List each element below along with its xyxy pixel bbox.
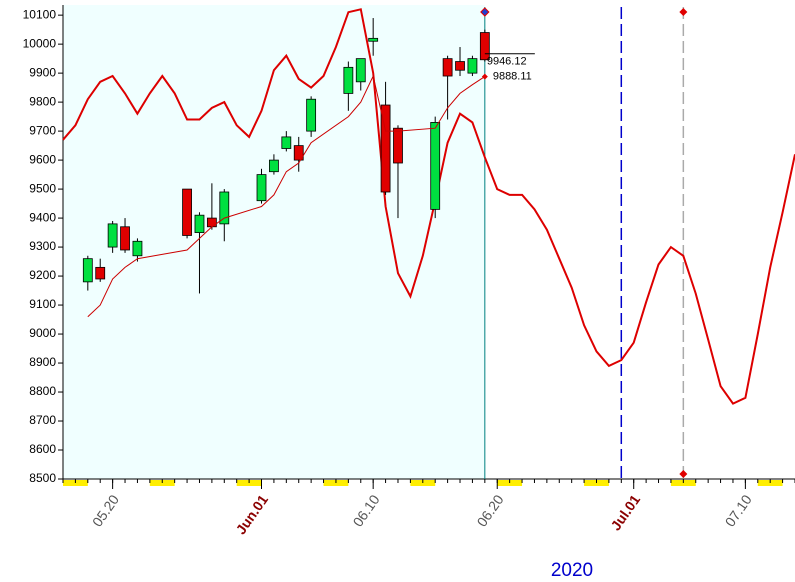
ma-label: 9888.11 (493, 70, 532, 82)
candle-body (455, 61, 465, 71)
y-tick-label: 9000 (29, 326, 56, 340)
y-tick-label: 8800 (29, 384, 56, 398)
y-tick-label: 10000 (23, 36, 57, 50)
cycle-line (62, 8, 795, 405)
candle-body (182, 188, 192, 236)
y-tick-label: 9600 (29, 152, 56, 166)
candle-body (219, 191, 230, 225)
marker-diamond (679, 470, 688, 478)
y-tick-label: 8700 (29, 413, 56, 427)
y-tick-label: 8900 (29, 355, 56, 369)
y-tick-label: 8600 (29, 442, 56, 456)
y-tick-label: 9900 (29, 65, 56, 79)
candle-body (107, 223, 118, 248)
candle-body (306, 98, 317, 132)
close-label: 9946.12 (487, 56, 527, 68)
candle-body (269, 159, 279, 173)
ma-line (87, 74, 486, 318)
candle-body (82, 258, 93, 283)
x-tick-label: 06.10 (349, 492, 382, 530)
y-tick-label: 9400 (29, 210, 56, 224)
x-tick-label: 07.10 (722, 492, 755, 530)
candle-body (467, 58, 478, 74)
ma-end-marker (481, 73, 488, 80)
y-tick-label: 9800 (29, 94, 56, 108)
marker-diamond (679, 8, 688, 16)
x-tick-label: Jul.01 (607, 492, 643, 534)
candle-body (206, 217, 217, 228)
y-tick-label: 9500 (29, 181, 56, 195)
candle-body (393, 127, 403, 164)
y-tick-label: 9200 (29, 268, 56, 282)
year-label: 2020 (551, 560, 593, 581)
y-tick-label: 9700 (29, 123, 56, 137)
candle-body (368, 37, 379, 42)
candle-body (132, 240, 143, 257)
x-tick-label: 06.20 (474, 492, 507, 530)
candle-body (120, 226, 130, 251)
candle-body (343, 66, 354, 94)
candle-body (380, 104, 391, 193)
candle-body (442, 58, 453, 77)
candle-body (194, 214, 205, 233)
candle-body (256, 174, 267, 202)
candle-body (281, 136, 292, 149)
y-tick-label: 8500 (29, 471, 56, 485)
y-tick-label: 9300 (29, 239, 56, 253)
candle-body (293, 145, 304, 161)
x-tick-label: 05.20 (89, 492, 122, 530)
x-tick-label: Jun.01 (232, 491, 271, 537)
candle-body (95, 266, 106, 280)
marker-diamond (480, 7, 490, 17)
candle-body (479, 32, 490, 61)
candle-body (355, 58, 366, 83)
y-tick-label: 10100 (23, 7, 57, 21)
candle-body (430, 122, 441, 210)
y-tick-label: 9100 (29, 297, 56, 311)
